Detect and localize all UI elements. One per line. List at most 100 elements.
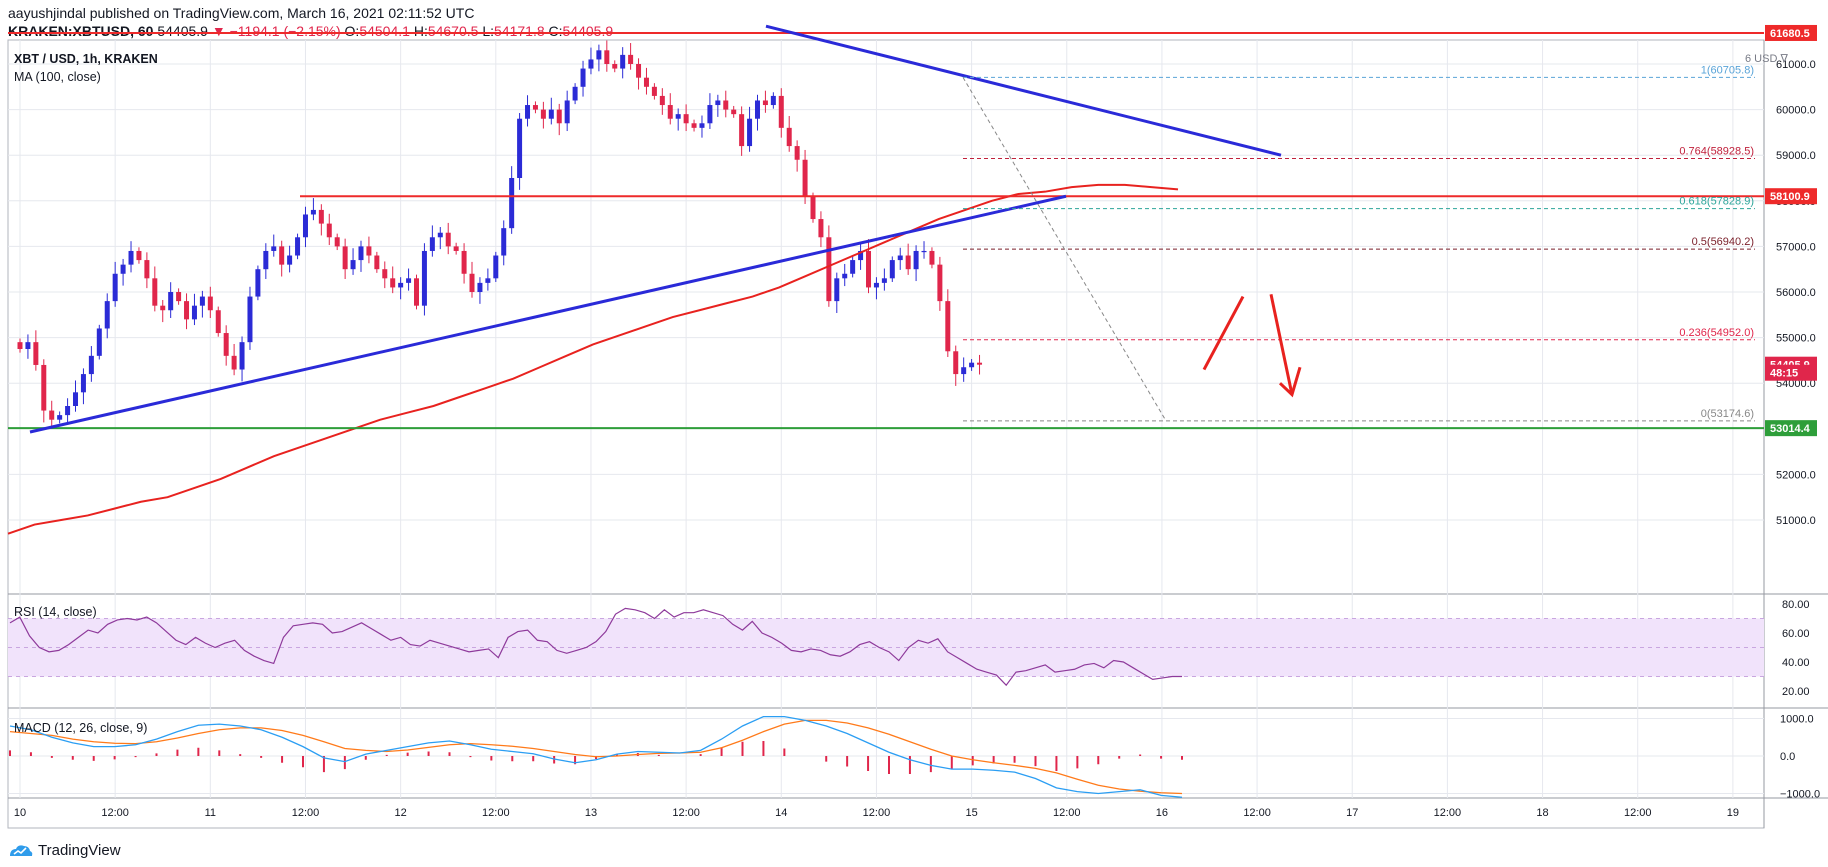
x-tick-label: 12:00 xyxy=(1053,807,1081,819)
candle xyxy=(326,213,332,246)
candle xyxy=(263,243,269,280)
candle xyxy=(977,354,983,375)
candle-body xyxy=(881,278,887,283)
low-value: 54171.8 xyxy=(494,23,545,39)
candle-body xyxy=(136,250,142,261)
candle-body xyxy=(509,178,515,229)
candle xyxy=(414,274,419,310)
candle xyxy=(636,58,642,90)
candle-body xyxy=(318,209,324,224)
tradingview-footer[interactable]: TradingView xyxy=(8,842,121,859)
ohlc-line: KRAKEN:XBTUSD, 60 54405.9 ▼ −1194.1 (−2.… xyxy=(8,22,613,40)
candle-body xyxy=(453,246,459,251)
candle-body xyxy=(17,342,23,349)
candle xyxy=(477,277,483,304)
x-tick-label: 10 xyxy=(14,807,26,819)
candle xyxy=(612,60,618,73)
candle-body xyxy=(588,59,594,69)
rsi-band xyxy=(8,618,1764,677)
macd-signal-line xyxy=(9,719,1183,795)
candle xyxy=(858,243,864,270)
candle xyxy=(96,324,102,360)
candle-body xyxy=(199,296,205,306)
candle-body xyxy=(191,305,197,320)
candle-body xyxy=(366,246,372,256)
candle-body xyxy=(96,328,102,356)
ascending-trendline xyxy=(29,194,1067,434)
candle-body xyxy=(239,342,245,370)
candle-body xyxy=(810,196,816,220)
descending-trendline xyxy=(765,24,1282,157)
candle-body xyxy=(477,282,483,292)
candle-body xyxy=(858,250,864,261)
candle-body xyxy=(310,209,316,215)
candle-body xyxy=(160,305,166,311)
candle-body xyxy=(786,127,792,147)
candle-body xyxy=(564,100,570,124)
x-tick-label: 18 xyxy=(1536,807,1548,819)
candle xyxy=(564,90,570,132)
tradingview-brand: TradingView xyxy=(38,842,121,859)
candle-body xyxy=(628,54,634,64)
forecast-up-arrow xyxy=(1202,295,1245,371)
candle-body xyxy=(326,223,332,238)
candle xyxy=(628,43,634,70)
candle-body xyxy=(905,255,911,270)
ma-100-line xyxy=(7,183,1179,535)
candle xyxy=(382,261,388,289)
y-tick-label: 56000.0 xyxy=(1776,287,1816,299)
candle xyxy=(41,359,47,423)
x-tick-label: 12:00 xyxy=(672,807,700,819)
forecast-arrowhead xyxy=(1278,366,1302,398)
candle-body xyxy=(961,367,967,375)
candle-body xyxy=(271,246,277,251)
candle-body xyxy=(651,86,657,96)
price-change: ▼ −1194.1 (−2.15%) xyxy=(211,23,341,39)
candle-body xyxy=(57,415,63,420)
candle-body xyxy=(770,95,776,106)
candle xyxy=(302,206,308,248)
x-tick-label: 12:00 xyxy=(1243,807,1271,819)
currency-label[interactable]: 6 USD ∇ xyxy=(1745,53,1788,65)
fib-level-label: 0.618(57828.9) xyxy=(1679,196,1754,208)
open-value: 54504.1 xyxy=(359,23,410,39)
x-tick-label: 11 xyxy=(205,807,216,819)
candle-body xyxy=(715,100,721,106)
candle xyxy=(659,88,665,115)
candle-body xyxy=(390,278,396,288)
candle-body xyxy=(223,333,229,356)
candle xyxy=(453,242,459,255)
candle xyxy=(112,261,118,307)
candle-body xyxy=(382,269,388,279)
candle xyxy=(65,398,71,425)
candle xyxy=(699,115,705,138)
candle xyxy=(517,113,523,190)
candle xyxy=(374,251,380,273)
candle-body xyxy=(683,114,689,124)
candle xyxy=(548,97,554,125)
candle-body xyxy=(255,269,261,297)
candle xyxy=(525,95,531,127)
candle xyxy=(913,245,919,282)
candle-body xyxy=(723,100,729,110)
main-pane-title: XBT / USD, 1h, KRAKEN xyxy=(14,52,158,66)
rsi-line xyxy=(9,607,1182,687)
candle xyxy=(231,343,237,376)
forecast-down-arrow xyxy=(1269,293,1294,395)
candle xyxy=(104,293,110,339)
candle-body xyxy=(295,237,301,256)
candle-body xyxy=(279,246,285,265)
candle xyxy=(271,234,277,257)
candle xyxy=(683,104,689,132)
candle xyxy=(794,140,800,172)
candle-body xyxy=(215,310,221,334)
candle xyxy=(739,106,745,156)
candle-body xyxy=(168,292,174,311)
candle xyxy=(25,334,31,359)
candle xyxy=(168,282,174,318)
candle xyxy=(199,290,205,318)
candle xyxy=(279,240,285,277)
candle xyxy=(921,241,927,259)
candle-body xyxy=(104,301,110,329)
